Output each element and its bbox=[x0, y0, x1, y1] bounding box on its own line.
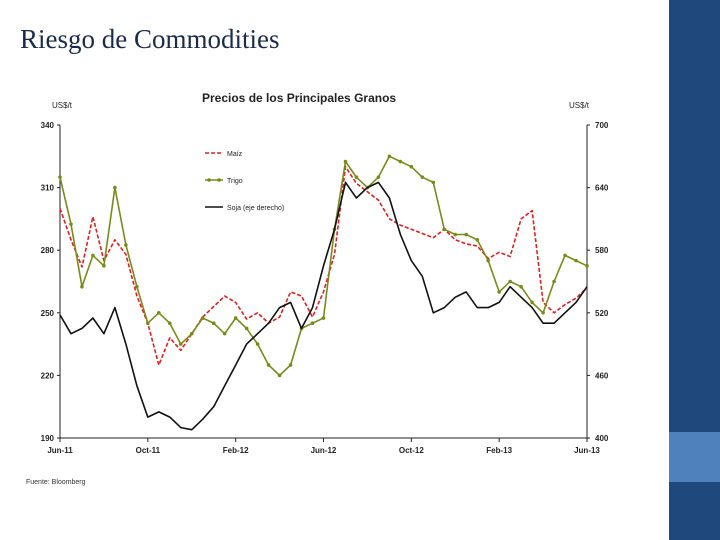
chart-panel: Precios de los Principales Granos US$/t … bbox=[22, 83, 644, 490]
series-point-trigo bbox=[178, 342, 183, 346]
series-point-trigo bbox=[453, 232, 458, 237]
slide-title: Riesgo de Commodities bbox=[20, 24, 280, 54]
x-tick-label: Oct-12 bbox=[399, 446, 424, 455]
series-point-trigo bbox=[530, 300, 534, 305]
left-tick-label: 310 bbox=[41, 184, 55, 193]
series-point-trigo bbox=[310, 321, 315, 326]
legend-label: Soja (eje derecho) bbox=[227, 205, 284, 212]
series-point-trigo bbox=[69, 222, 73, 226]
right-tick-label: 640 bbox=[595, 184, 609, 193]
legend-label: Maíz bbox=[227, 151, 243, 158]
right-tick-label: 460 bbox=[595, 371, 609, 380]
left-tick-label: 190 bbox=[41, 434, 55, 443]
series-point-trigo bbox=[442, 227, 447, 232]
series-point-trigo bbox=[58, 175, 62, 179]
series-point-trigo bbox=[354, 175, 359, 179]
right-tick-label: 520 bbox=[595, 309, 609, 318]
series-point-trigo bbox=[189, 331, 194, 336]
left-tick-label: 340 bbox=[41, 121, 55, 130]
right-axis-unit: US$/t bbox=[569, 101, 590, 110]
left-tick-label: 250 bbox=[41, 309, 55, 318]
series-point-trigo bbox=[167, 321, 172, 326]
series-point-trigo bbox=[508, 279, 512, 284]
chart-source: Fuente: Bloomberg bbox=[26, 479, 86, 486]
series-point-trigo bbox=[146, 321, 150, 326]
side-bar-gap bbox=[665, 0, 669, 540]
series-point-trigo bbox=[497, 290, 501, 294]
series-line-soja-eje-derecho bbox=[59, 181, 588, 431]
series-point-trigo bbox=[464, 232, 469, 237]
series-point-trigo bbox=[519, 284, 523, 289]
series-point-trigo bbox=[91, 253, 95, 258]
x-tick-label: Jun-11 bbox=[47, 446, 73, 455]
series-point-trigo bbox=[486, 258, 490, 263]
series-point-trigo bbox=[113, 185, 117, 190]
series-point-trigo bbox=[321, 316, 326, 320]
series-point-trigo bbox=[135, 284, 139, 289]
legend-marker bbox=[207, 178, 211, 182]
series-point-trigo bbox=[475, 237, 480, 242]
series-point-trigo bbox=[211, 321, 216, 326]
series-point-trigo bbox=[343, 159, 348, 164]
left-tick-label: 280 bbox=[41, 246, 55, 255]
series-point-trigo bbox=[288, 363, 293, 367]
series-point-trigo bbox=[420, 175, 425, 179]
series-point-trigo bbox=[233, 316, 238, 320]
series-point-trigo bbox=[541, 311, 545, 315]
series-point-trigo bbox=[585, 264, 589, 268]
series-point-trigo bbox=[552, 279, 556, 284]
series-point-trigo bbox=[563, 253, 567, 258]
series-point-trigo bbox=[244, 326, 249, 331]
chart-title: Precios de los Principales Granos bbox=[202, 91, 396, 105]
right-tick-label: 400 bbox=[595, 434, 609, 443]
x-tick-label: Feb-13 bbox=[486, 446, 512, 455]
left-tick-label: 220 bbox=[41, 371, 55, 380]
series-point-trigo bbox=[387, 154, 392, 159]
legend-label: Trigo bbox=[227, 178, 243, 185]
series-point-trigo bbox=[80, 284, 84, 289]
series-point-trigo bbox=[277, 373, 282, 378]
x-tick-label: Oct-11 bbox=[136, 446, 161, 455]
series-point-trigo bbox=[222, 331, 227, 336]
series-point-trigo bbox=[376, 175, 381, 179]
grain-prices-chart: Precios de los Principales Granos US$/t … bbox=[26, 91, 609, 486]
right-tick-label: 700 bbox=[595, 121, 609, 130]
series-point-trigo bbox=[157, 311, 161, 315]
series-point-trigo bbox=[398, 159, 403, 164]
x-tick-label: Feb-12 bbox=[223, 446, 249, 455]
series-point-trigo bbox=[255, 342, 260, 346]
series-point-trigo bbox=[409, 164, 414, 169]
series-point-trigo bbox=[266, 363, 271, 367]
x-tick-label: Jun-13 bbox=[574, 446, 600, 455]
series-point-trigo bbox=[102, 264, 106, 268]
side-bar-accent bbox=[669, 432, 720, 482]
series-point-trigo bbox=[574, 258, 578, 263]
series-point-trigo bbox=[124, 243, 128, 247]
right-tick-label: 580 bbox=[595, 246, 609, 255]
left-axis-unit: US$/t bbox=[52, 101, 73, 110]
series-point-trigo bbox=[431, 180, 436, 185]
series-point-trigo bbox=[200, 316, 205, 320]
legend-marker bbox=[217, 178, 221, 182]
x-tick-label: Jun-12 bbox=[311, 446, 337, 455]
